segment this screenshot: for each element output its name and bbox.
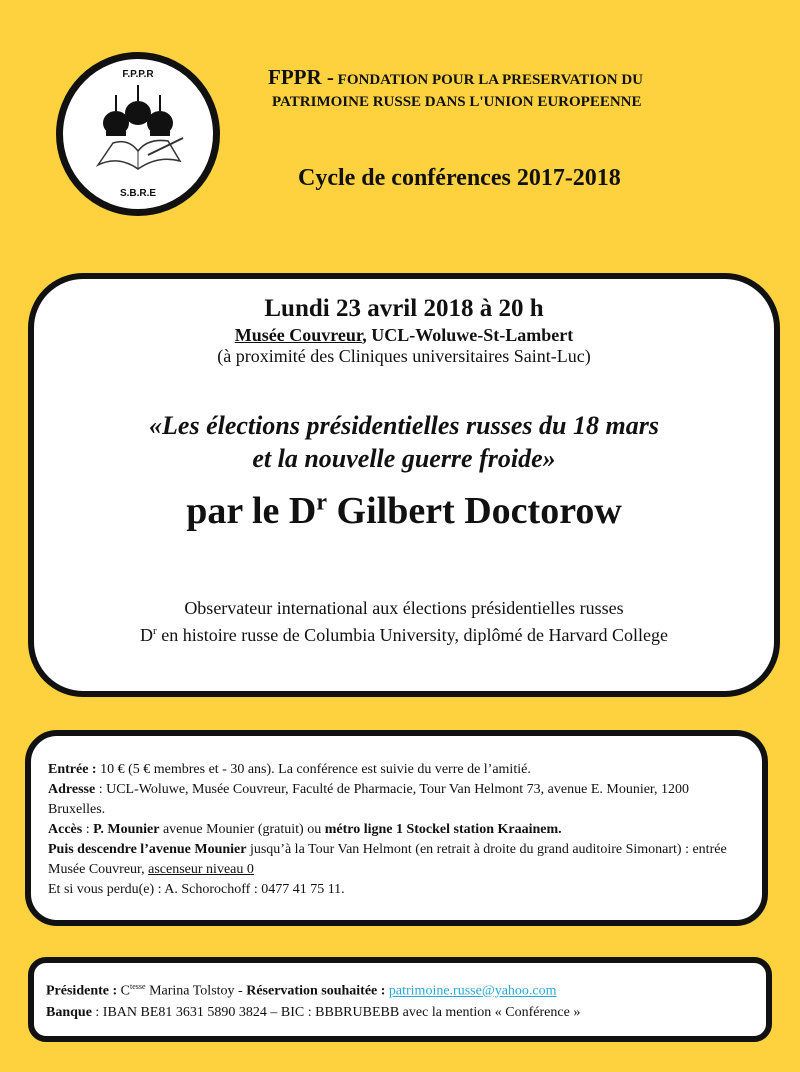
acces-label: Accès [48, 822, 83, 837]
foundation-header: FPPR - FONDATION POUR LA PRESERVATION DU… [268, 66, 643, 113]
adresse-line: Adresse : UCL-Woluwe, Musée Couvreur, Fa… [48, 780, 728, 820]
entree-label: Entrée : [48, 762, 97, 777]
acces-text: avenue Mounier (gratuit) ou [159, 822, 325, 837]
banque-line: Banque : IBAN BE81 3631 5890 3824 – BIC … [46, 1002, 766, 1023]
speaker-description: Observateur international aux élections … [34, 597, 774, 647]
foundation-name-2: PATRIMOINE RUSSE DANS L'UNION EUROPEENNE [272, 94, 642, 110]
speaker-prefix: par le D [186, 490, 317, 532]
resa-label: Réservation souhaitée : [246, 983, 386, 999]
desc-prefix: D [140, 625, 154, 645]
acronym: FPPR - [268, 65, 334, 89]
event-box: Lundi 23 avril 2018 à 20 h Musée Couvreu… [28, 273, 780, 697]
acces-sep: : [82, 822, 94, 837]
foundation-name-1: FONDATION POUR LA PRESERVATION DU [337, 72, 643, 88]
pres-c: C [117, 983, 130, 999]
perdu-line: Et si vous perdu(e) : A. Schorochoff : 0… [48, 882, 345, 897]
talk-title-line-1: «Les élections présidentielles russes du… [149, 411, 659, 440]
venue-proximity: (à proximité des Cliniques universitaire… [217, 346, 591, 366]
logo-top-text: F.P.P.R [122, 69, 154, 80]
desc-sup: r [153, 625, 157, 637]
banque-label: Banque [46, 1004, 92, 1020]
church-book-icon [95, 85, 184, 170]
talk-title: «Les élections présidentielles russes du… [34, 409, 774, 475]
venue-name: Musée Couvreur [234, 325, 363, 345]
practical-info-box: Entrée : 10 € (5 € membres et - 30 ans).… [25, 730, 768, 926]
desc-text: en histoire russe de Columbia University… [156, 625, 668, 645]
speaker: par le Dr Gilbert Doctorow [34, 489, 774, 533]
puis-elevator: ascenseur niveau 0 [148, 862, 254, 877]
entree-text: 10 € (5 € membres et - 30 ans). La confé… [96, 762, 531, 777]
acces-line: Accès : P. Mounier avenue Mounier (gratu… [48, 820, 762, 840]
speaker-name: Gilbert Doctorow [327, 490, 622, 532]
entree-line: Entrée : 10 € (5 € membres et - 30 ans).… [48, 760, 762, 780]
puis-line: Puis descendre l’avenue Mounier jusqu’à … [48, 840, 748, 880]
adresse-label: Adresse [48, 782, 96, 797]
contact-box: Présidente : Ctesse Marina Tolstoy - Rés… [28, 957, 772, 1042]
event-venue: Musée Couvreur, UCL-Woluwe-St-Lambert [34, 325, 774, 346]
speaker-sup: r [316, 489, 328, 516]
pres-sup: tesse [130, 982, 146, 991]
fppr-logo: F.P.P.R S.B.R.E [56, 52, 220, 216]
puis-text: jusqu’à la Tour Van Helmont (en retrait … [48, 842, 727, 877]
pres-label: Présidente : [46, 983, 118, 999]
venue-location: , UCL-Woluwe-St-Lambert [362, 325, 574, 345]
event-date: Lundi 23 avril 2018 à 20 h [264, 295, 544, 322]
email-link[interactable]: patrimoine.russe@yahoo.com [388, 983, 557, 999]
desc-line-1: Observateur international aux élections … [184, 598, 624, 618]
acces-parking: P. Mounier [93, 822, 160, 837]
talk-title-line-2: et la nouvelle guerre froide» [252, 444, 556, 473]
cycle-title: Cycle de conférences 2017-2018 [298, 165, 621, 191]
pres-name: Marina Tolstoy - [145, 983, 247, 999]
presidente-line: Présidente : Ctesse Marina Tolstoy - Rés… [46, 976, 766, 1002]
logo-bottom-text: S.B.R.E [119, 188, 157, 199]
acces-metro: métro ligne 1 Stockel station Kraainem. [324, 822, 562, 837]
banque-text: : IBAN BE81 3631 5890 3824 – BIC : BBBRU… [91, 1004, 581, 1020]
puis-label: Puis descendre l’avenue Mounier [48, 842, 247, 857]
desc-line-2: Dr en histoire russe de Columbia Univers… [34, 620, 774, 647]
adresse-text: : UCL-Woluwe, Musée Couvreur, Faculté de… [48, 782, 690, 817]
